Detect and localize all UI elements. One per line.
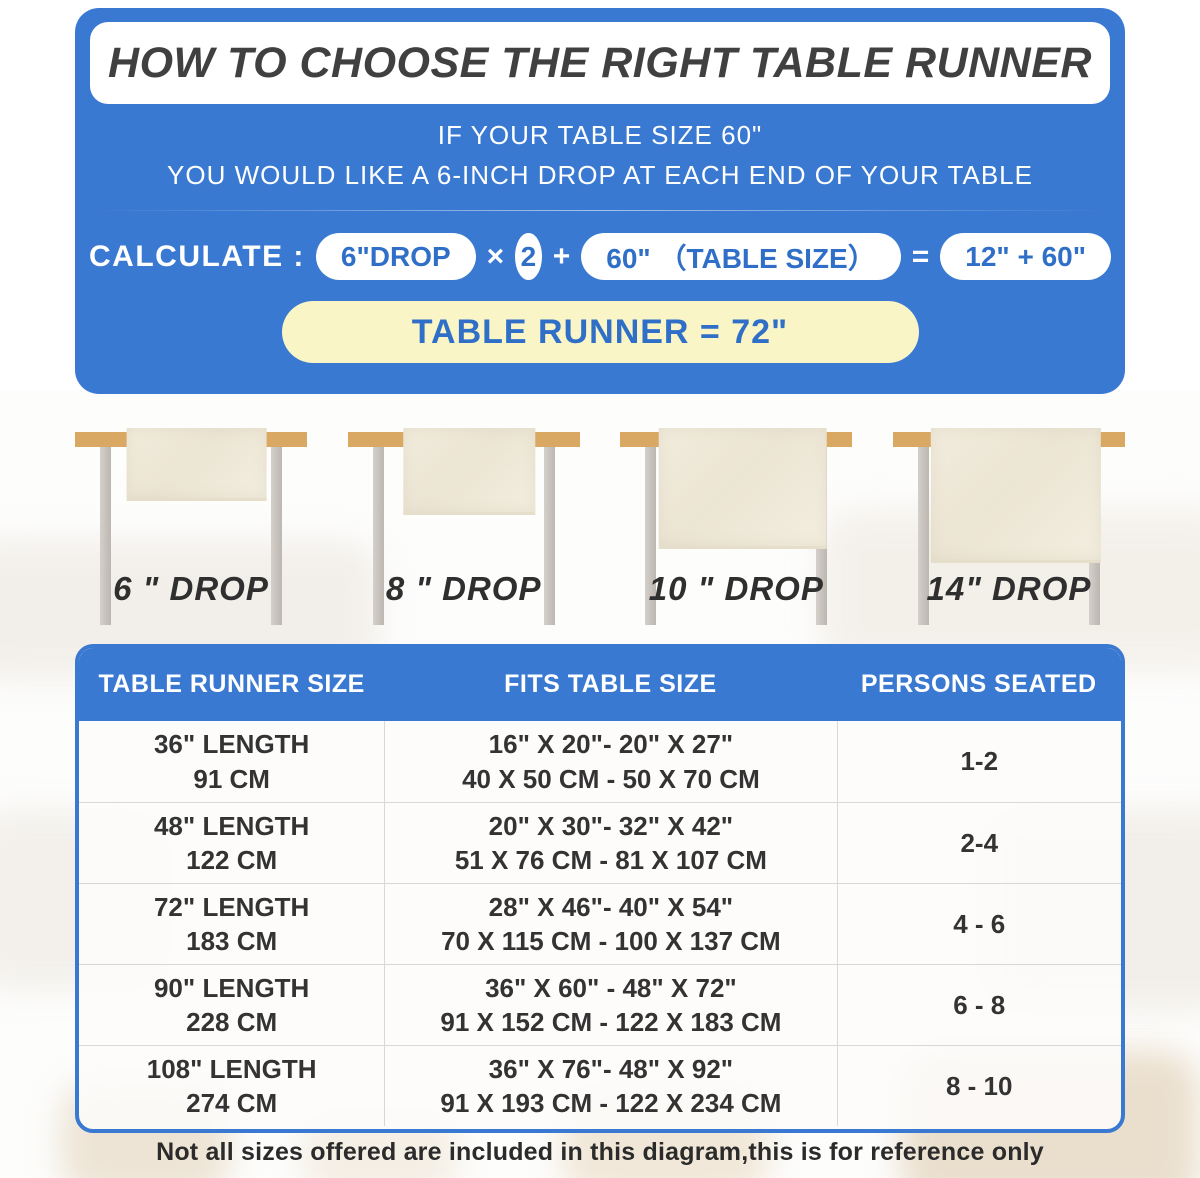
table-header-row: TABLE RUNNER SIZE FITS TABLE SIZE PERSON… [79,648,1121,721]
fits-size-in: 36" X 76"- 48" X 92" [488,1053,734,1084]
fits-size-cm: 70 X 115 CM - 100 X 137 CM [441,926,781,956]
result-pill: TABLE RUNNER = 72" [281,301,919,363]
runner-length-in: 48" LENGTH [153,810,310,841]
runner-illustration [126,428,267,501]
header-panel: HOW TO CHOOSE THE RIGHT TABLE RUNNER IF … [75,8,1125,394]
fits-size-cm: 91 X 152 CM - 122 X 183 CM [440,1007,782,1037]
runner-length-cm: 274 CM [186,1088,278,1118]
divider-line [89,210,1111,211]
fits-size-cm: 91 X 193 CM - 122 X 234 CM [440,1088,782,1118]
page-title: HOW TO CHOOSE THE RIGHT TABLE RUNNER [108,38,1092,87]
fits-size-in: 36" X 60" - 48" X 72" [485,972,737,1003]
table-leg [372,447,384,625]
runner-length-cm: 183 CM [186,926,278,956]
runner-size-cell: 48" LENGTH 122 CM [79,802,385,883]
runner-length-cm: 91 CM [193,763,270,794]
subtitle-line-2: YOU WOULD LIKE A 6-INCH DROP AT EACH END… [167,160,1033,190]
table-leg [543,447,555,625]
table-row: 36" LENGTH 91 CM 16" X 20"- 20" X 27" 40… [79,721,1121,802]
equals-operator: = [911,239,930,273]
table-row: 90" LENGTH 228 CM 36" X 60" - 48" X 72" … [79,964,1121,1045]
header-persons-seated: PERSONS SEATED [860,670,1097,698]
runner-size-cell: 72" LENGTH 183 CM [79,883,385,964]
fits-size-cell: 16" X 20"- 20" X 27" 40 X 50 CM - 50 X 7… [384,721,836,802]
drop-value-pill: 6"DROP [315,233,476,280]
runner-length-cm: 228 CM [186,1007,278,1037]
result-text: TABLE RUNNER = 72" [411,312,789,351]
sum-pill: 12" + 60" [940,233,1111,280]
drop-illustrations: 6 " DROP 8 " DROP 10 " DROP 14" DROP [0,398,1200,640]
size-reference-table: TABLE RUNNER SIZE FITS TABLE SIZE PERSON… [75,644,1125,1133]
table-leg [645,447,657,625]
persons-count: 1-2 [960,746,999,777]
runner-length-in: 108" LENGTH [146,1053,317,1084]
drop-label-8: 8 " DROP [385,570,542,607]
table-row: 72" LENGTH 183 CM 28" X 46"- 40" X 54" 7… [79,883,1121,964]
table-leg [271,447,282,625]
persons-count: 8 - 10 [945,1070,1013,1101]
fits-size-cell: 20" X 30"- 32" X 42" 51 X 76 CM - 81 X 1… [384,802,837,883]
multiplier-circle: 2 [515,233,542,280]
multiply-operator: × [486,239,505,273]
runner-size-cell: 108" LENGTH 274 CM [79,1045,385,1126]
fits-size-in: 28" X 46"- 40" X 54" [488,891,734,922]
persons-cell: 2-4 [836,802,1121,883]
runner-illustration [930,428,1101,563]
fits-size-cell: 36" X 76"- 48" X 92" 91 X 193 CM - 122 X… [384,1045,837,1126]
runner-length-in: 36" LENGTH [153,729,310,760]
runner-illustration [659,428,828,549]
header-fits-table-size: FITS TABLE SIZE [504,670,717,698]
fits-size-cm: 51 X 76 CM - 81 X 107 CM [454,845,767,875]
drop-label-6: 6 " DROP [113,570,269,607]
persons-cell: 1-2 [836,721,1121,802]
fits-size-in: 20" X 30"- 32" X 42" [488,810,734,841]
drop-label-10: 10 " DROP [648,570,824,607]
reference-disclaimer: Not all sizes offered are included in th… [156,1138,1044,1166]
table-row: 108" LENGTH 274 CM 36" X 76"- 48" X 92" … [79,1045,1121,1126]
runner-size-cell: 90" LENGTH 228 CM [79,964,385,1045]
runner-length-cm: 122 CM [186,845,278,875]
table-leg [100,447,111,625]
header-runner-size: TABLE RUNNER SIZE [98,670,365,698]
runner-length-in: 90" LENGTH [153,972,310,1003]
drop-label-14: 14" DROP [926,570,1092,607]
table-leg [917,447,929,625]
persons-cell: 4 - 6 [836,883,1121,964]
table-figure-8-drop: 8 " DROP [347,398,580,640]
subtitle-line-1: IF YOUR TABLE SIZE 60" [437,120,763,150]
persons-count: 6 - 8 [953,989,1006,1020]
subtitle-block: IF YOUR TABLE SIZE 60" YOU WOULD LIKE A … [75,120,1125,191]
persons-count: 4 - 6 [953,908,1006,939]
table-size-pill: 60" （TABLE SIZE） [581,233,901,280]
fits-size-cell: 28" X 46"- 40" X 54" 70 X 115 CM - 100 X… [384,883,837,964]
table-figure-6-drop: 6 " DROP [75,398,307,640]
table-figure-10-drop: 10 " DROP [620,398,853,640]
runner-length-in: 72" LENGTH [153,891,310,922]
table-figure-14-drop: 14" DROP [892,398,1125,640]
calculate-label: CALCULATE : [89,239,305,273]
fits-size-cm: 40 X 50 CM - 50 X 70 CM [462,763,760,794]
persons-count: 2-4 [960,827,999,858]
persons-cell: 6 - 8 [836,964,1121,1045]
title-banner: HOW TO CHOOSE THE RIGHT TABLE RUNNER [90,22,1110,104]
fits-size-in: 16" X 20"- 20" X 27" [488,729,734,760]
fits-size-cell: 36" X 60" - 48" X 72" 91 X 152 CM - 122 … [384,964,837,1045]
calculation-row: CALCULATE : 6"DROP × 2 + 60" （TABLE SIZE… [75,233,1125,280]
runner-size-cell: 36" LENGTH 91 CM [79,721,384,802]
persons-cell: 8 - 10 [836,1045,1121,1126]
runner-illustration [402,428,535,515]
table-row: 48" LENGTH 122 CM 20" X 30"- 32" X 42" 5… [79,802,1121,883]
plus-operator: + [552,239,571,273]
